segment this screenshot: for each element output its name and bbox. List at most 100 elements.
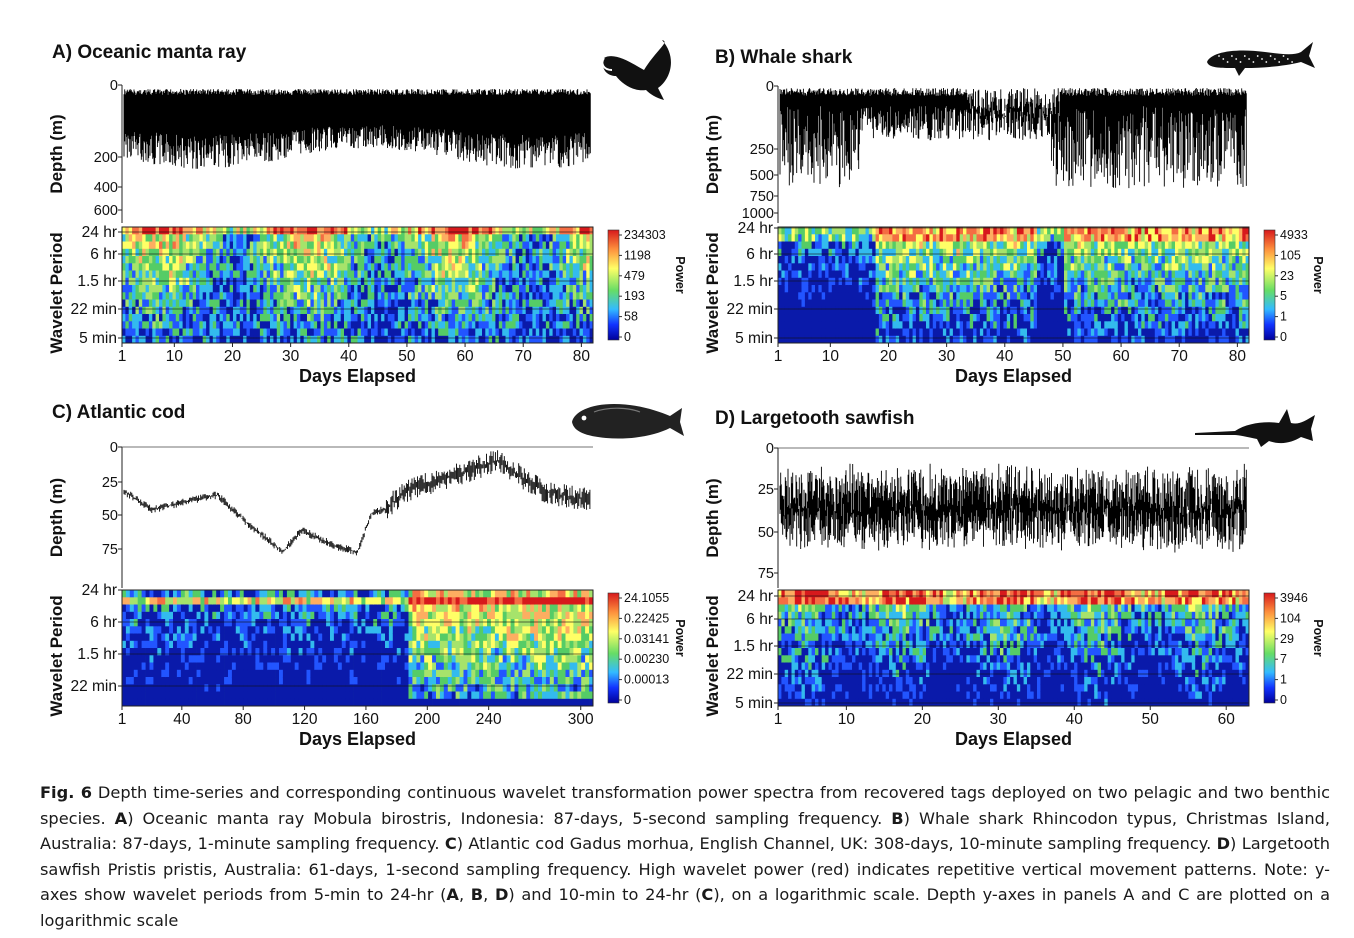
spectrum-cell bbox=[939, 321, 944, 329]
spectrum-cell bbox=[206, 263, 210, 271]
spectrum-cell bbox=[229, 335, 234, 344]
spectrum-cell bbox=[1016, 227, 1021, 235]
spectrum-cell bbox=[175, 234, 180, 242]
spectrum-cell bbox=[512, 306, 517, 315]
spectrum-cell bbox=[1228, 321, 1233, 329]
spectrum-cell bbox=[875, 248, 880, 257]
spectrum-cell bbox=[196, 611, 201, 620]
spectrum-cell bbox=[522, 292, 527, 300]
spectrum-cell bbox=[1023, 314, 1028, 322]
spectrum-cell bbox=[1148, 321, 1152, 329]
spectrum-cell bbox=[394, 299, 399, 308]
spectrum-cell bbox=[872, 241, 876, 250]
spectrum-cell bbox=[579, 256, 584, 264]
spectrum-cell bbox=[142, 270, 146, 279]
spectrum-cell bbox=[1010, 248, 1014, 257]
spectrum-cell bbox=[280, 321, 284, 329]
spectrum-cell bbox=[966, 299, 971, 308]
spectrum-cell bbox=[929, 263, 934, 271]
spectrum-cell bbox=[912, 299, 917, 308]
spectrum-cell bbox=[209, 314, 214, 322]
spectrum-cell bbox=[539, 314, 543, 322]
spectrum-cell bbox=[952, 285, 957, 293]
spectrum-cell bbox=[303, 328, 308, 337]
spectrum-cell bbox=[445, 248, 449, 257]
spectrum-cell bbox=[128, 227, 133, 235]
spectrum-cell bbox=[411, 314, 416, 322]
spectrum-cell bbox=[153, 662, 158, 671]
spectrum-cell bbox=[525, 256, 530, 264]
spectrum-cell bbox=[283, 248, 288, 257]
spectrum-cell bbox=[1074, 270, 1078, 279]
spectrum-cell bbox=[1097, 256, 1102, 264]
spectrum-cell bbox=[952, 270, 957, 279]
spectrum-cell bbox=[135, 248, 140, 257]
spectrum-cell bbox=[434, 321, 439, 329]
spectrum-cell bbox=[841, 314, 846, 322]
spectrum-cell bbox=[1138, 328, 1142, 337]
spectrum-cell bbox=[1138, 292, 1142, 300]
spectrum-cell bbox=[404, 306, 409, 315]
spectrum-cell bbox=[418, 328, 422, 337]
spectrum-cell bbox=[307, 227, 311, 235]
spectrum-cell bbox=[173, 590, 178, 598]
spectrum-cell bbox=[142, 227, 146, 235]
spectrum-cell bbox=[397, 321, 402, 329]
spectrum-cell bbox=[549, 256, 554, 264]
spectrum-cell bbox=[895, 285, 900, 293]
spectrum-cell bbox=[350, 292, 355, 300]
spectrum-cell bbox=[270, 270, 274, 279]
spectrum-cell bbox=[1245, 248, 1250, 257]
spectrum-cell bbox=[465, 328, 469, 337]
spectrum-cell bbox=[1101, 248, 1105, 257]
spectrum-cell bbox=[990, 299, 994, 308]
spectrum-cell bbox=[1094, 241, 1098, 250]
spectrum-cell bbox=[1016, 277, 1021, 286]
spectrum-cell bbox=[845, 277, 850, 286]
spectrum-cell bbox=[1215, 241, 1220, 250]
spectrum-cell bbox=[1030, 306, 1035, 315]
spectrum-cell bbox=[519, 321, 523, 329]
spectrum-cell bbox=[159, 241, 163, 250]
spectrum-cell bbox=[1208, 263, 1213, 271]
spectrum-cell bbox=[979, 292, 984, 300]
spectrum-cell bbox=[182, 263, 187, 271]
spectrum-cell bbox=[929, 321, 934, 329]
spectrum-cell bbox=[414, 335, 419, 344]
spectrum-cell bbox=[505, 335, 510, 344]
spectrum-cell bbox=[1023, 263, 1028, 271]
spectrum-cell bbox=[919, 241, 924, 250]
spectrum-cell bbox=[434, 241, 439, 250]
spectrum-cell bbox=[1117, 241, 1122, 250]
spectrum-cell bbox=[209, 321, 214, 329]
spectrum-cell bbox=[976, 256, 981, 264]
spectrum-cell bbox=[263, 328, 268, 337]
spectrum-cell bbox=[377, 241, 382, 250]
spectrum-cell bbox=[1188, 248, 1193, 257]
spectrum-cell bbox=[141, 590, 146, 598]
spectrum-cell bbox=[1161, 263, 1166, 271]
spectrum-cell bbox=[149, 640, 154, 649]
spectrum-cell bbox=[946, 256, 950, 264]
spectrum-cell bbox=[808, 277, 813, 286]
spectrum-cell bbox=[200, 626, 205, 634]
spectrum-cell bbox=[1117, 321, 1122, 329]
spectrum-cell bbox=[445, 234, 449, 242]
spectrum-cell bbox=[488, 263, 493, 271]
spectrum-cell bbox=[350, 285, 355, 293]
spectrum-cell bbox=[1218, 299, 1223, 308]
spectrum-cell bbox=[236, 227, 241, 235]
spectrum-cell bbox=[983, 292, 987, 300]
spectrum-cell bbox=[360, 335, 365, 344]
spectrum-cell bbox=[1047, 321, 1051, 329]
spectrum-cell bbox=[1138, 263, 1142, 271]
spectrum-cell bbox=[848, 248, 853, 257]
spectrum-cell bbox=[1060, 270, 1065, 279]
spectrum-cell bbox=[286, 263, 291, 271]
spectrum-cell bbox=[1033, 335, 1038, 344]
spectrum-cell bbox=[1131, 285, 1136, 293]
spectrum-cell bbox=[226, 248, 231, 257]
spectrum-cell bbox=[539, 292, 543, 300]
spectrum-cell bbox=[159, 248, 163, 257]
spectrum-cell bbox=[266, 328, 271, 337]
